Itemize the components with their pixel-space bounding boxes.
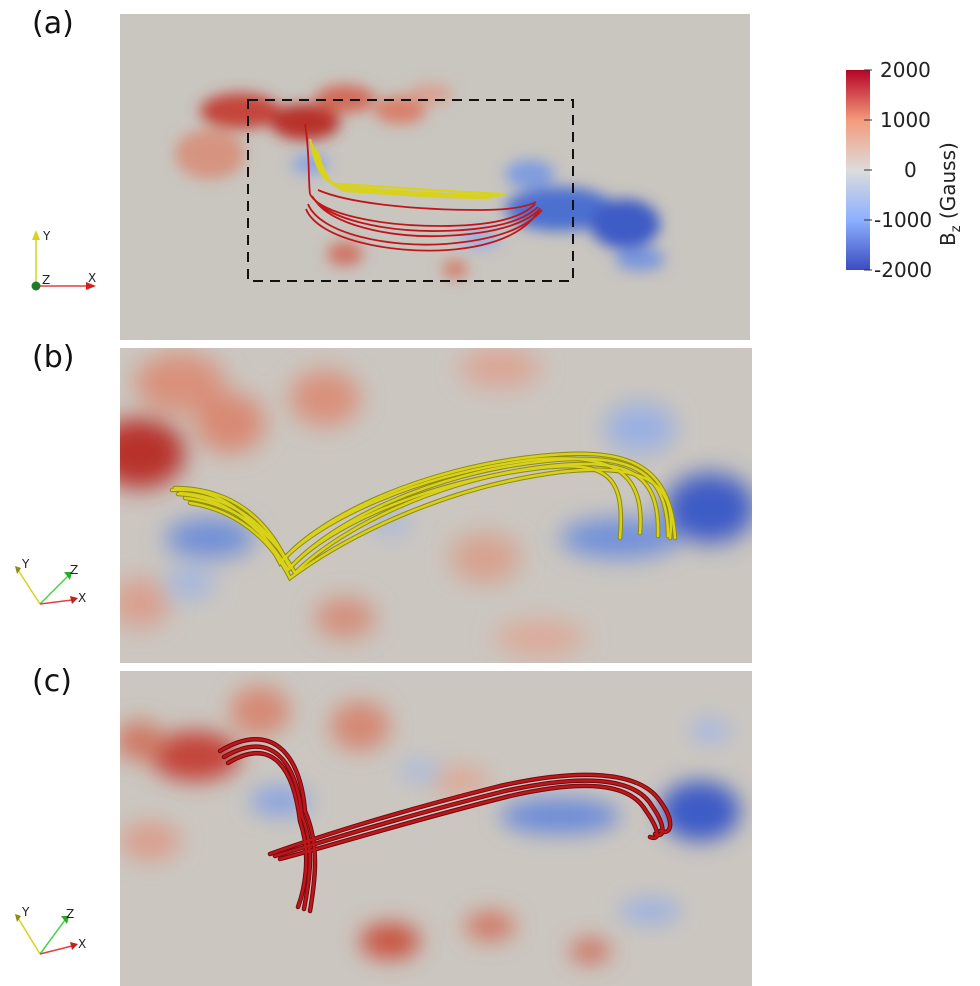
magnetogram-panel-c [120, 671, 752, 986]
panel-label-a: (a) [32, 6, 74, 41]
magnetogram-image-a [120, 14, 750, 340]
colorbar-title: Bz (Gauss) [936, 142, 964, 246]
yellow-flux-rope-a [308, 138, 506, 200]
zoom-box [247, 99, 574, 282]
axis-label-y: Y [21, 905, 30, 919]
axes-triad-c: Y Z X [15, 905, 86, 955]
axis-label-y: Y [42, 229, 51, 243]
colorbar-tick-label: 0 [904, 158, 917, 182]
colorbar-tick-label: -1000 [874, 208, 933, 232]
axis-label-x: X [88, 271, 96, 285]
magnetogram-image-b [120, 348, 752, 663]
magnetogram-panel-b [120, 348, 752, 663]
positive-polarity-region-c [120, 686, 610, 963]
axis-label-x: X [78, 937, 86, 951]
colorbar-tick-label: 2000 [880, 58, 931, 82]
panel-label-b: (b) [32, 340, 75, 375]
positive-polarity-region-a [175, 84, 467, 278]
axis-label-z: Z [66, 907, 74, 921]
magnetogram-panel-a [120, 14, 750, 340]
colorbar-title-symbol: B [936, 232, 960, 246]
colorbar-tick-label: -2000 [874, 258, 933, 282]
colorbar-gradient [846, 69, 872, 271]
axis-label-y: Y [21, 557, 30, 571]
axes-triad-b: Y Z X [15, 557, 86, 605]
colorbar: 2000 1000 0 -1000 -2000 Bz (Gauss) [840, 58, 980, 290]
red-flux-rope-c [217, 737, 673, 914]
negative-polarity-region-c [250, 719, 740, 923]
positive-polarity-region-b [120, 348, 585, 656]
axes-triad-a: Y Z X [31, 229, 96, 291]
axis-label-z: Z [70, 563, 78, 577]
red-flux-rope-a [304, 123, 543, 252]
axis-label-z: Z [42, 273, 50, 287]
yellow-flux-rope-b [169, 451, 678, 582]
axis-label-x: X [78, 591, 86, 605]
panel-label-c: (c) [32, 664, 72, 699]
colorbar-title-unit: (Gauss) [936, 142, 960, 226]
colorbar-tick-label: 1000 [880, 108, 931, 132]
magnetogram-image-c [120, 671, 752, 986]
colorbar-title-subscript: z [949, 225, 964, 233]
